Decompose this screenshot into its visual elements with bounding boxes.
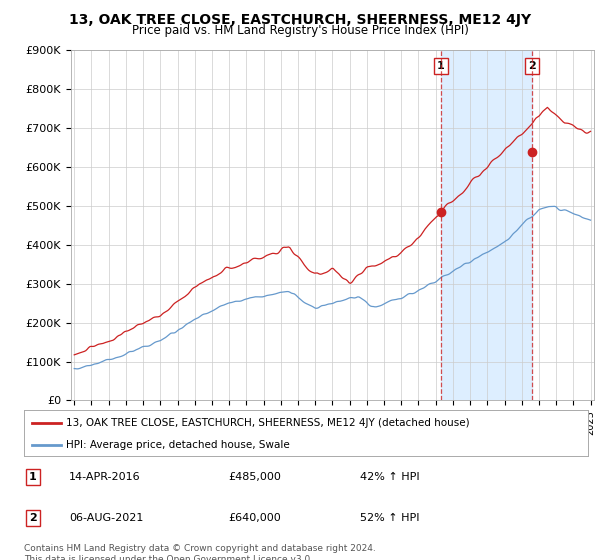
Text: 1: 1: [437, 61, 445, 71]
Text: 1: 1: [29, 472, 37, 482]
Text: 14-APR-2016: 14-APR-2016: [69, 472, 140, 482]
Text: 2: 2: [528, 61, 536, 71]
Text: 06-AUG-2021: 06-AUG-2021: [69, 513, 143, 523]
Text: HPI: Average price, detached house, Swale: HPI: Average price, detached house, Swal…: [66, 440, 290, 450]
Text: 13, OAK TREE CLOSE, EASTCHURCH, SHEERNESS, ME12 4JY: 13, OAK TREE CLOSE, EASTCHURCH, SHEERNES…: [69, 13, 531, 27]
Text: 42% ↑ HPI: 42% ↑ HPI: [360, 472, 419, 482]
Text: 2: 2: [29, 513, 37, 523]
Text: 52% ↑ HPI: 52% ↑ HPI: [360, 513, 419, 523]
Bar: [440, 50, 532, 400]
Text: 13, OAK TREE CLOSE, EASTCHURCH, SHEERNESS, ME12 4JY (detached house): 13, OAK TREE CLOSE, EASTCHURCH, SHEERNES…: [66, 418, 470, 428]
Text: £640,000: £640,000: [228, 513, 281, 523]
Text: Price paid vs. HM Land Registry's House Price Index (HPI): Price paid vs. HM Land Registry's House …: [131, 24, 469, 37]
Text: £485,000: £485,000: [228, 472, 281, 482]
Text: Contains HM Land Registry data © Crown copyright and database right 2024.
This d: Contains HM Land Registry data © Crown c…: [24, 544, 376, 560]
